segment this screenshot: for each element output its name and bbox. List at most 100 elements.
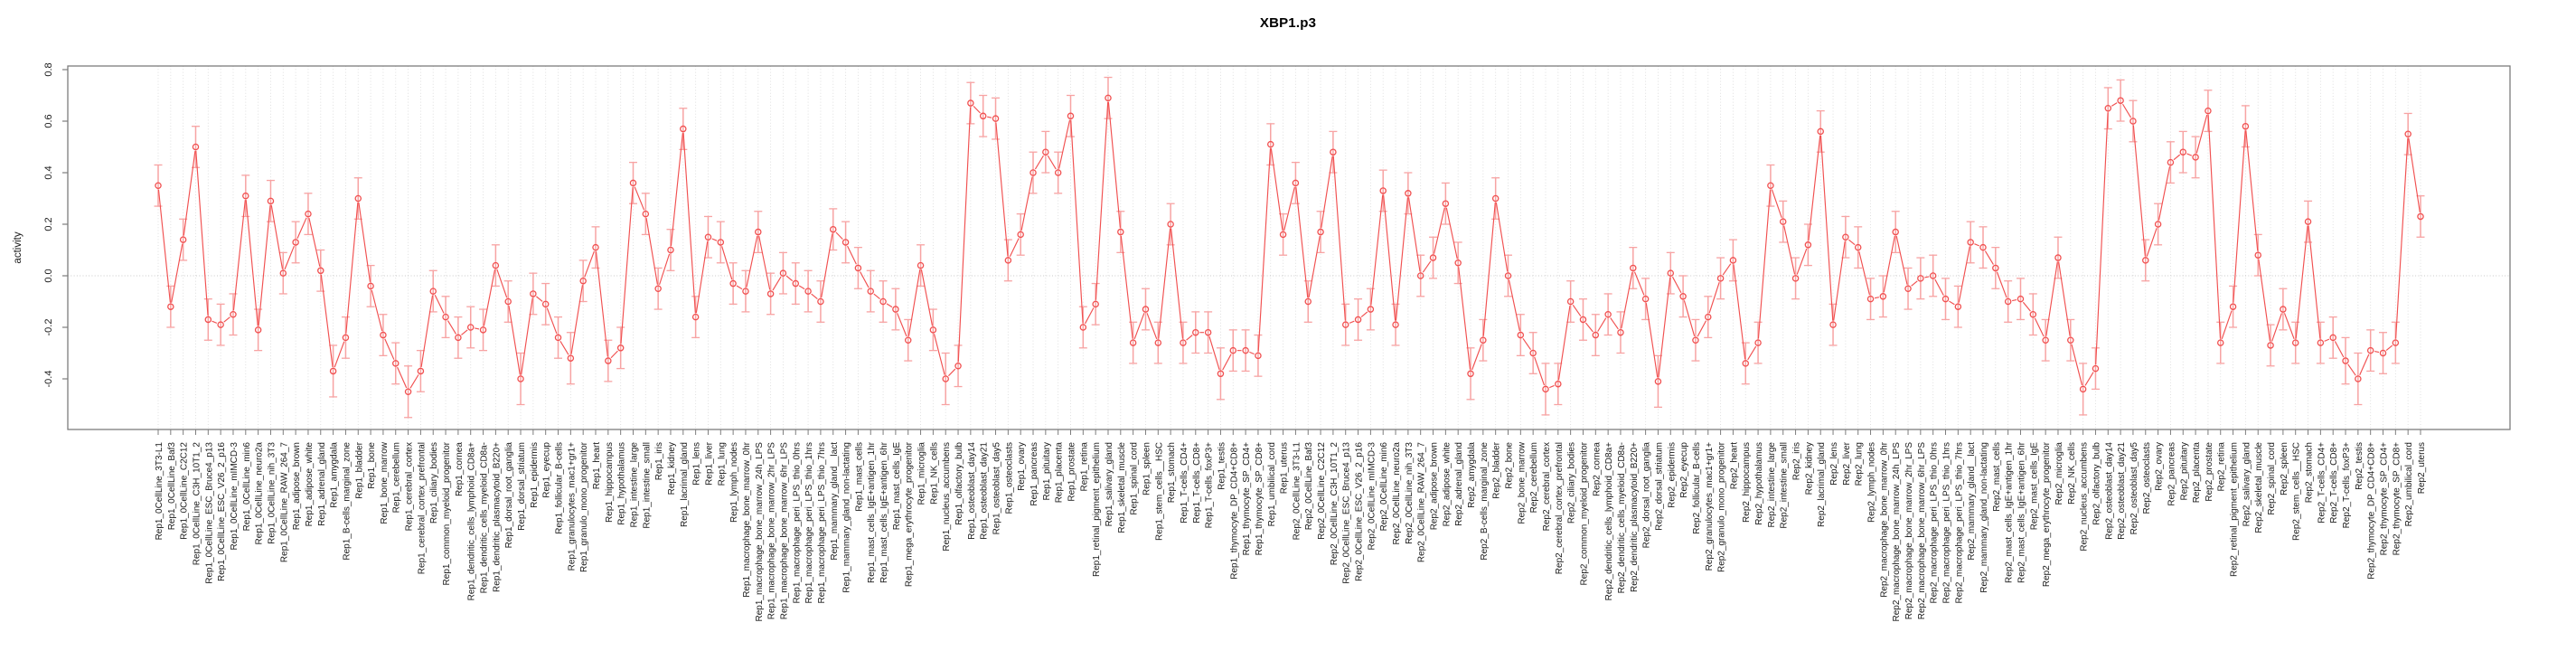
x-tick-label: Rep2_T-cells_CD4+ — [2317, 442, 2327, 524]
series-segment — [2295, 225, 2308, 339]
data-point — [367, 282, 374, 290]
x-tick-label: Rep1_retina — [1079, 442, 1089, 492]
data-point — [2054, 254, 2062, 261]
data-point — [2017, 295, 2025, 303]
data-point — [755, 228, 762, 236]
x-tick-label: Rep2_salivary_gland — [2242, 442, 2252, 526]
data-point — [305, 210, 312, 218]
data-point — [2254, 251, 2261, 259]
series-segment — [1158, 228, 1171, 339]
x-tick-label: Rep2_B-cells_marginal_zone — [1480, 442, 1490, 561]
x-tick-label: Rep2_pituitary — [2179, 442, 2189, 500]
series-segment — [957, 107, 972, 363]
data-point — [479, 326, 487, 334]
x-tick-label: Rep1_macrophage_bone_marrow_6hr_LPS — [779, 442, 789, 620]
x-tick-label: Rep2_lacrimal_gland — [1817, 442, 1827, 527]
series-segment — [2095, 112, 2109, 365]
series-segment — [2132, 125, 2146, 257]
data-point — [1367, 306, 1375, 313]
series-segment — [536, 296, 543, 302]
x-tick-label: Rep1_pituitary — [1042, 442, 1052, 500]
series-segment — [1383, 194, 1396, 321]
series-segment — [397, 366, 408, 389]
series-segment — [2084, 372, 2094, 386]
data-point — [504, 297, 512, 306]
chart-title: XBP1.p3 — [1259, 15, 1317, 31]
series-segment — [2374, 351, 2380, 354]
data-point — [1255, 352, 1262, 360]
data-point — [1967, 239, 1974, 246]
x-tick-label: Rep1_bone — [367, 442, 377, 489]
y-tick-label: 0.0 — [43, 269, 54, 282]
x-tick-label: Rep2_thymocyte_SP_CD4+ — [2380, 442, 2390, 556]
series-segment — [508, 305, 521, 375]
series-segment — [1984, 250, 1994, 265]
x-tick-label: Rep2_spinal_cord — [2267, 442, 2277, 515]
data-point — [1079, 324, 1087, 331]
x-tick-label: Rep2_common_myeloid_progenitor — [1579, 441, 1589, 585]
x-tick-label: Rep2_epidermis — [1667, 442, 1677, 508]
x-tick-label: Rep1_0CellLine_3T3-L1 — [155, 442, 165, 541]
data-point — [404, 388, 412, 395]
data-point — [2216, 339, 2224, 346]
x-tick-label: Rep2_spleen — [2280, 442, 2289, 495]
x-tick-label: Rep2_amygdala — [1467, 442, 1477, 508]
series-segment — [1557, 305, 1571, 381]
data-point — [1854, 243, 1862, 251]
series-segment — [1495, 202, 1509, 272]
x-tick-label: Rep2_olfactory_bulb — [2092, 442, 2101, 525]
x-tick-label: Rep2_0CellLine_ESC_V26_2_p16 — [1355, 442, 1365, 581]
series-segment — [1996, 271, 2007, 298]
x-tick-label: Rep1_T-cells_CD8+ — [1192, 442, 1202, 524]
x-tick-label: Rep1_0CellLine_nih_3T3 — [267, 442, 277, 544]
data-point — [1641, 295, 1650, 303]
x-tick-label: Rep2_dendritic_cells_myeloid_CD8a- — [1617, 442, 1627, 593]
series-segment — [1360, 311, 1368, 317]
data-point — [1542, 385, 1549, 393]
data-point — [1142, 306, 1150, 313]
data-point — [1042, 148, 1049, 156]
data-point — [2029, 310, 2037, 318]
series-segment — [933, 334, 945, 375]
series-segment — [886, 303, 893, 308]
series-segment — [2308, 225, 2321, 339]
x-tick-label: Rep1_macrophage_peri_LPS_thio_1hrs — [804, 442, 814, 603]
series-segment — [1107, 101, 1121, 229]
x-tick-label: Rep1_olfactory_bulb — [954, 442, 964, 525]
series-segment — [1458, 267, 1471, 370]
x-tick-label: Rep2_macrophage_peri_LPS_thio_0hrs — [1930, 442, 1940, 603]
series-segment — [2071, 344, 2083, 386]
series-segment — [873, 293, 880, 300]
data-point — [667, 246, 674, 254]
y-tick-label: 0.6 — [43, 114, 54, 127]
x-tick-label: Rep2_microglia — [2054, 442, 2064, 505]
x-tick-label: Rep1_adipose_brown — [292, 442, 302, 530]
x-tick-label: Rep1_T-cells_CD4+ — [1180, 442, 1189, 524]
series-segment — [1133, 313, 1145, 339]
series-segment — [1708, 282, 1720, 314]
data-point — [1292, 179, 1300, 187]
series-segment — [847, 245, 857, 265]
series-segment — [1597, 317, 1607, 332]
series-segment — [1222, 354, 1232, 371]
data-point — [2205, 107, 2212, 115]
series-segment — [1858, 250, 1871, 296]
series-segment — [987, 116, 992, 118]
series-segment — [1349, 320, 1355, 324]
series-segment — [320, 274, 334, 367]
data-point — [329, 367, 337, 375]
data-point — [830, 225, 837, 233]
x-tick-label: Rep1_macrophage_bone_marrow_0hr — [742, 441, 752, 597]
data-point — [279, 269, 287, 277]
x-tick-label: Rep2_macrophage_bone_marrow_24h_LPS — [1892, 442, 1902, 622]
data-point — [2317, 339, 2325, 346]
series-segment — [258, 204, 271, 326]
series-segment — [821, 233, 833, 298]
series-segment — [2022, 301, 2031, 312]
x-tick-label: Rep1_T-cells_foxP3+ — [1205, 442, 1215, 528]
x-tick-label: Rep2_lens — [1829, 442, 1839, 486]
series-segment — [296, 217, 307, 239]
series-segment — [434, 294, 445, 314]
x-tick-label: Rep2_umbilical_cord — [2404, 442, 2414, 526]
data-point — [1579, 316, 1587, 324]
